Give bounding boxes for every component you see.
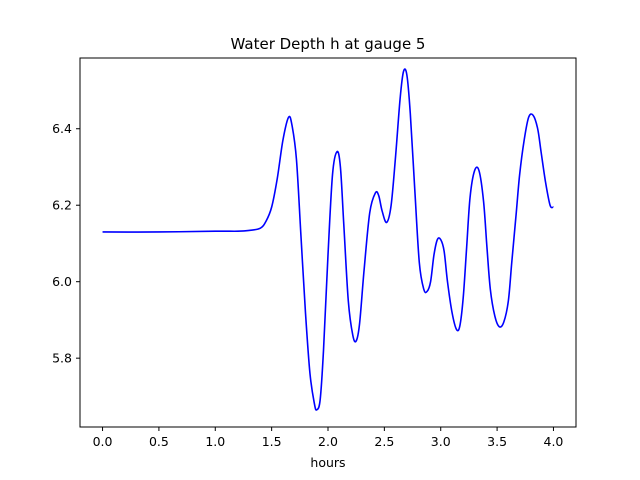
x-tick-label: 1.5 [262, 434, 282, 449]
y-axis-ticks: 5.8 6.0 6.2 6.4 [52, 121, 80, 366]
series-layer [102, 68, 554, 411]
chart-title: Water Depth h at gauge 5 [231, 35, 426, 53]
x-axis-ticks: 0.0 0.5 1.0 1.5 2.0 2.5 3.0 3.5 4.0 [93, 427, 564, 449]
x-tick-label: 3.5 [487, 434, 507, 449]
y-tick-label: 5.8 [52, 351, 72, 366]
y-tick-label: 6.0 [52, 274, 72, 289]
x-tick-label: 3.0 [431, 434, 451, 449]
x-axis-label: hours [310, 455, 345, 470]
x-tick-label: 0.5 [149, 434, 169, 449]
x-tick-label: 4.0 [544, 434, 564, 449]
y-tick-label: 6.4 [52, 121, 72, 136]
x-tick-label: 1.0 [205, 434, 225, 449]
x-tick-label: 0.0 [93, 434, 113, 449]
x-tick-label: 2.0 [318, 434, 338, 449]
series-line-0 [102, 68, 554, 411]
x-tick-label: 2.5 [374, 434, 394, 449]
y-tick-label: 6.2 [52, 198, 72, 213]
